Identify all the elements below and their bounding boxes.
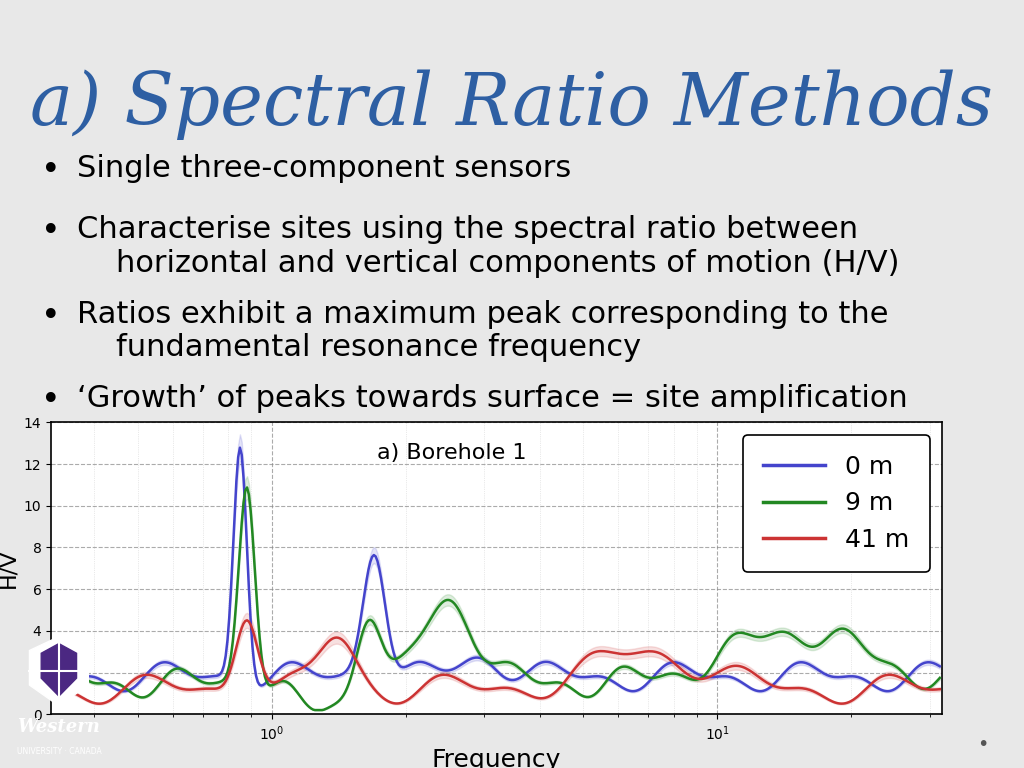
Text: a) Spectral Ratio Methods: a) Spectral Ratio Methods <box>31 69 993 140</box>
Legend: 0 m, 9 m, 41 m: 0 m, 9 m, 41 m <box>742 435 930 572</box>
Text: UNIVERSITY · CANADA: UNIVERSITY · CANADA <box>16 747 101 756</box>
Text: a) Borehole 1: a) Borehole 1 <box>378 443 526 463</box>
Polygon shape <box>41 644 77 696</box>
Text: •: • <box>41 300 60 333</box>
Text: •: • <box>41 384 60 417</box>
Text: •: • <box>977 736 989 754</box>
Y-axis label: H/V: H/V <box>0 548 18 588</box>
Text: Ratios exhibit a maximum peak corresponding to the
    fundamental resonance fre: Ratios exhibit a maximum peak correspond… <box>77 300 888 362</box>
X-axis label: Frequency: Frequency <box>432 748 561 768</box>
Text: ‘Growth’ of peaks towards surface = site amplification: ‘Growth’ of peaks towards surface = site… <box>77 384 907 413</box>
Text: •: • <box>41 154 60 187</box>
Polygon shape <box>30 637 88 706</box>
Text: Single three-component sensors: Single three-component sensors <box>77 154 571 183</box>
Text: •: • <box>41 215 60 248</box>
Text: Characterise sites using the spectral ratio between
    horizontal and vertical : Characterise sites using the spectral ra… <box>77 215 899 278</box>
Text: Western: Western <box>17 717 100 736</box>
